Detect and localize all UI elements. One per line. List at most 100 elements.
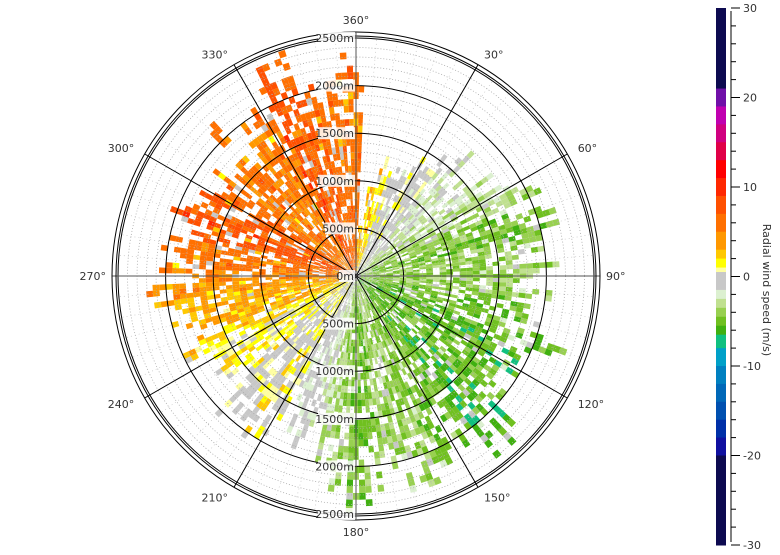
radar-cell	[384, 339, 390, 347]
radar-cell	[440, 154, 448, 162]
radar-cell	[294, 337, 302, 345]
radar-cell	[338, 438, 345, 446]
radar-cell	[327, 383, 333, 391]
radar-cell	[264, 355, 273, 363]
radar-cell	[382, 245, 389, 251]
radar-cell	[330, 298, 337, 305]
radar-cell	[513, 229, 522, 236]
radar-cell	[459, 283, 467, 288]
radar-cell	[199, 264, 206, 270]
radar-cell	[235, 323, 244, 330]
radar-cell	[488, 356, 497, 364]
radar-cell	[348, 246, 351, 253]
radar-cell	[328, 261, 335, 266]
radar-cell	[285, 347, 293, 355]
radar-cell	[359, 276, 367, 278]
radar-cell	[325, 278, 333, 280]
radar-cell	[383, 288, 390, 293]
radar-cell	[385, 177, 391, 185]
radar-cell	[377, 370, 382, 378]
radar-cell	[368, 445, 374, 453]
radar-cell	[366, 272, 373, 275]
radar-cell	[399, 281, 407, 285]
radar-cell	[283, 199, 291, 207]
radar-cell	[180, 215, 189, 223]
radar-cell	[414, 298, 422, 303]
radar-cell	[371, 391, 376, 399]
radar-cell	[365, 318, 369, 326]
radar-cell	[485, 289, 493, 294]
radar-cell	[362, 284, 367, 290]
radar-cell	[373, 215, 377, 223]
colorbar-tick-label: 30	[743, 2, 757, 15]
radar-cell	[347, 72, 354, 80]
radar-cell	[354, 252, 356, 259]
radar-cell	[207, 220, 216, 227]
radar-cell	[366, 277, 373, 280]
radar-cell	[376, 431, 383, 439]
radar-cell	[378, 282, 386, 286]
radar-cell	[423, 361, 430, 369]
radar-cell	[363, 345, 367, 353]
radar-cell	[518, 222, 527, 230]
radar-cell	[303, 352, 310, 360]
radar-cell	[323, 354, 329, 362]
radar-cell	[395, 370, 402, 379]
radar-cell	[313, 299, 320, 305]
radar-cell	[304, 418, 311, 426]
radar-cell	[371, 207, 376, 215]
radar-cell	[212, 226, 221, 233]
radar-cell	[392, 282, 400, 286]
radar-cell	[345, 284, 350, 290]
radar-cell	[361, 319, 365, 327]
radar-cell	[342, 290, 347, 297]
radar-cell	[336, 153, 341, 161]
radar-cell	[402, 352, 409, 360]
radar-cell	[391, 343, 397, 351]
radar-cell	[405, 416, 412, 425]
radar-cell	[367, 241, 372, 249]
radar-cell	[305, 310, 312, 317]
radar-cell	[380, 234, 386, 241]
radar-cell	[385, 282, 393, 286]
radar-cell	[298, 233, 306, 239]
radar-cell	[321, 248, 328, 254]
radar-cell	[419, 347, 427, 355]
radar-cell	[364, 338, 368, 346]
radar-cell	[420, 326, 428, 334]
radar-cell	[302, 292, 309, 297]
radar-cell	[329, 328, 335, 335]
radar-cell	[411, 361, 419, 370]
radar-cell	[378, 312, 384, 320]
radar-cell	[292, 281, 300, 285]
radar-cell	[294, 207, 302, 215]
range-tick-label: 1000m	[315, 175, 354, 188]
radar-cell	[288, 419, 296, 428]
radar-cell	[245, 312, 253, 318]
radar-cell	[397, 205, 404, 213]
radar-cell	[252, 262, 260, 267]
colorbar-segment	[716, 325, 726, 336]
radar-cell	[193, 254, 201, 261]
radar-cell	[290, 232, 298, 239]
radar-cell	[357, 138, 362, 146]
radar-cell	[314, 165, 320, 173]
radar-cell	[357, 258, 359, 266]
radar-cell	[158, 267, 166, 274]
radar-cell	[359, 292, 362, 300]
radar-cell	[435, 184, 443, 193]
radar-cell	[437, 220, 446, 227]
radar-cell	[372, 272, 380, 274]
radar-cell	[241, 247, 249, 253]
radar-cell	[450, 250, 458, 255]
radar-cell	[479, 262, 487, 268]
radar-cell	[537, 245, 545, 253]
radar-cell	[305, 235, 312, 242]
radar-cell	[365, 304, 369, 312]
radar-cell	[302, 326, 309, 333]
radar-cell	[493, 230, 501, 237]
radar-cell	[329, 297, 335, 303]
radar-cell	[350, 138, 355, 146]
radar-cell	[288, 254, 296, 259]
radar-cell	[357, 185, 360, 193]
